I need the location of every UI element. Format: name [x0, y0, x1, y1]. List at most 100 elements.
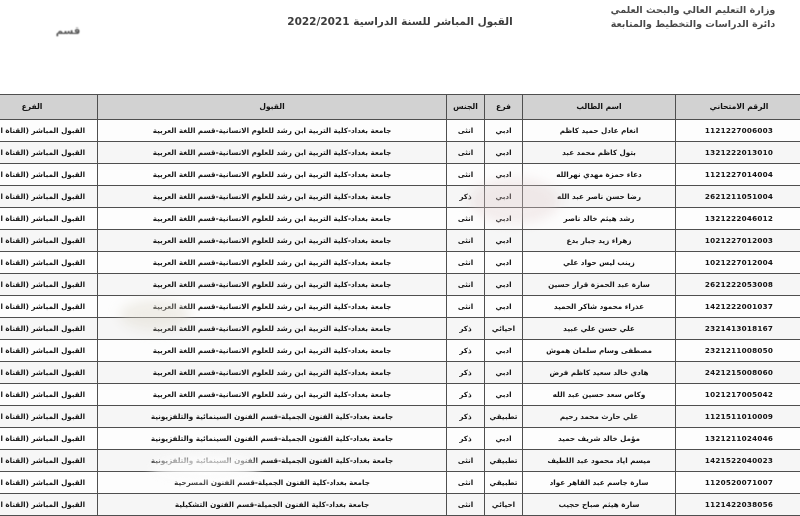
cell-gender: انثى	[447, 142, 485, 164]
column-header-type: الفرع	[0, 95, 98, 120]
cell-branch: ادبي	[485, 186, 523, 208]
admissions-table-wrapper: الرقم الامتحاني اسم الطالب فرع الجنس الق…	[0, 94, 800, 516]
document-letterhead: وزارة التعليم العالي والبحث العلمي دائرة…	[0, 0, 800, 88]
cell-type: القبول المباشر (القناة العامة)	[0, 428, 98, 450]
cell-student-name: هادي خالد سعيد كاظم فرض	[523, 362, 676, 384]
cell-student-name: انغام عادل حميد كاظم	[523, 120, 676, 142]
cell-acceptance: جامعة بغداد-كلية الفنون الجميلة-قسم الفن…	[98, 428, 447, 450]
cell-type: القبول المباشر (القناة العامة)	[0, 340, 98, 362]
cell-exam-number: 1421522040023	[676, 450, 800, 472]
cell-exam-number: 1121422038056	[676, 494, 800, 516]
cell-acceptance: جامعة بغداد-كلية التربية ابن رشد للعلوم …	[98, 384, 447, 406]
cell-student-name: بتول كاظم محمد عبد	[523, 142, 676, 164]
cell-student-name: وكاص سعد حسين عبد الله	[523, 384, 676, 406]
cell-exam-number: 1421222001037	[676, 296, 800, 318]
cell-branch: ادبي	[485, 230, 523, 252]
cell-student-name: مصطفى وسام سلمان هموش	[523, 340, 676, 362]
cell-acceptance: جامعة بغداد-كلية التربية ابن رشد للعلوم …	[98, 340, 447, 362]
cell-gender: انثى	[447, 230, 485, 252]
cell-type: القبول المباشر (القناة العامة)	[0, 120, 98, 142]
cell-student-name: سارة عبد الحمزة قرار حسين	[523, 274, 676, 296]
cell-exam-number: 2621222053008	[676, 274, 800, 296]
cell-gender: انثى	[447, 450, 485, 472]
cell-acceptance: جامعة بغداد-كلية التربية ابن رشد للعلوم …	[98, 362, 447, 384]
cell-acceptance: جامعة بغداد-كلية التربية ابن رشد للعلوم …	[98, 296, 447, 318]
cell-gender: انثى	[447, 120, 485, 142]
cell-acceptance: جامعة بغداد-كلية الفنون الجميلة-قسم الفن…	[98, 494, 447, 516]
cell-branch: احيائي	[485, 318, 523, 340]
cell-exam-number: 1121511010009	[676, 406, 800, 428]
cell-exam-number: 2321413018167	[676, 318, 800, 340]
cell-branch: ادبي	[485, 428, 523, 450]
cell-branch: تطبيقي	[485, 406, 523, 428]
cell-student-name: علي حارث محمد رحيم	[523, 406, 676, 428]
cell-exam-number: 1021227012003	[676, 230, 800, 252]
admissions-table: الرقم الامتحاني اسم الطالب فرع الجنس الق…	[0, 94, 800, 516]
cell-type: القبول المباشر (القناة العامة)	[0, 472, 98, 494]
cell-gender: ذكر	[447, 186, 485, 208]
cell-student-name: رضا حسن ناصر عبد الله	[523, 186, 676, 208]
cell-type: القبول المباشر (القناة العامة)	[0, 296, 98, 318]
cell-type: القبول المباشر (القناة العامة)	[0, 384, 98, 406]
cell-exam-number: 2621211051004	[676, 186, 800, 208]
cell-acceptance: جامعة بغداد-كلية التربية ابن رشد للعلوم …	[98, 274, 447, 296]
column-header-student-name: اسم الطالب	[523, 95, 676, 120]
cell-type: القبول المباشر (القناة العامة)	[0, 252, 98, 274]
cell-gender: ذكر	[447, 406, 485, 428]
cell-branch: تطبيقي	[485, 472, 523, 494]
cell-exam-number: 1321222013010	[676, 142, 800, 164]
cell-gender: ذكر	[447, 318, 485, 340]
cell-branch: تطبيقي	[485, 450, 523, 472]
cell-branch: ادبي	[485, 208, 523, 230]
cell-gender: انثى	[447, 472, 485, 494]
cell-student-name: مؤمل خالد شريف حميد	[523, 428, 676, 450]
cell-exam-number: 1121227014004	[676, 164, 800, 186]
cell-branch: احيائي	[485, 494, 523, 516]
cell-type: القبول المباشر (القناة العامة)	[0, 208, 98, 230]
cell-gender: ذكر	[447, 428, 485, 450]
cell-gender: ذكر	[447, 362, 485, 384]
cell-exam-number: 1120520071007	[676, 472, 800, 494]
cell-acceptance: جامعة بغداد-كلية الفنون الجميلة-قسم الفن…	[98, 406, 447, 428]
department-header-block: قسم	[8, 26, 128, 37]
cell-exam-number: 2421215008060	[676, 362, 800, 384]
cell-acceptance: جامعة بغداد-كلية التربية ابن رشد للعلوم …	[98, 252, 447, 274]
cell-gender: ذكر	[447, 340, 485, 362]
column-header-acceptance: القبول	[98, 95, 447, 120]
cell-branch: ادبي	[485, 296, 523, 318]
column-header-branch: فرع	[485, 95, 523, 120]
cell-gender: انثى	[447, 208, 485, 230]
column-header-gender: الجنس	[447, 95, 485, 120]
table-header-row: الرقم الامتحاني اسم الطالب فرع الجنس الق…	[0, 95, 800, 120]
cell-branch: ادبي	[485, 142, 523, 164]
cell-acceptance: جامعة بغداد-كلية الفنون الجميلة-قسم الفن…	[98, 472, 447, 494]
cell-type: القبول المباشر (القناة العامة)	[0, 406, 98, 428]
cell-student-name: زينب ليس حواد علي	[523, 252, 676, 274]
cell-student-name: علي حسن علي عبيد	[523, 318, 676, 340]
cell-gender: انثى	[447, 252, 485, 274]
cell-acceptance: جامعة بغداد-كلية التربية ابن رشد للعلوم …	[98, 164, 447, 186]
cell-exam-number: 2321211008050	[676, 340, 800, 362]
cell-gender: ذكر	[447, 384, 485, 406]
cell-branch: ادبي	[485, 274, 523, 296]
department-line-1: قسم	[8, 26, 128, 37]
cell-type: القبول المباشر (القناة العامة)	[0, 362, 98, 384]
cell-student-name: سارة هيثم صباح حجيب	[523, 494, 676, 516]
cell-type: القبول المباشر (القناة العامة)	[0, 494, 98, 516]
cell-student-name: سارة جاسم عبد القاهر عواد	[523, 472, 676, 494]
